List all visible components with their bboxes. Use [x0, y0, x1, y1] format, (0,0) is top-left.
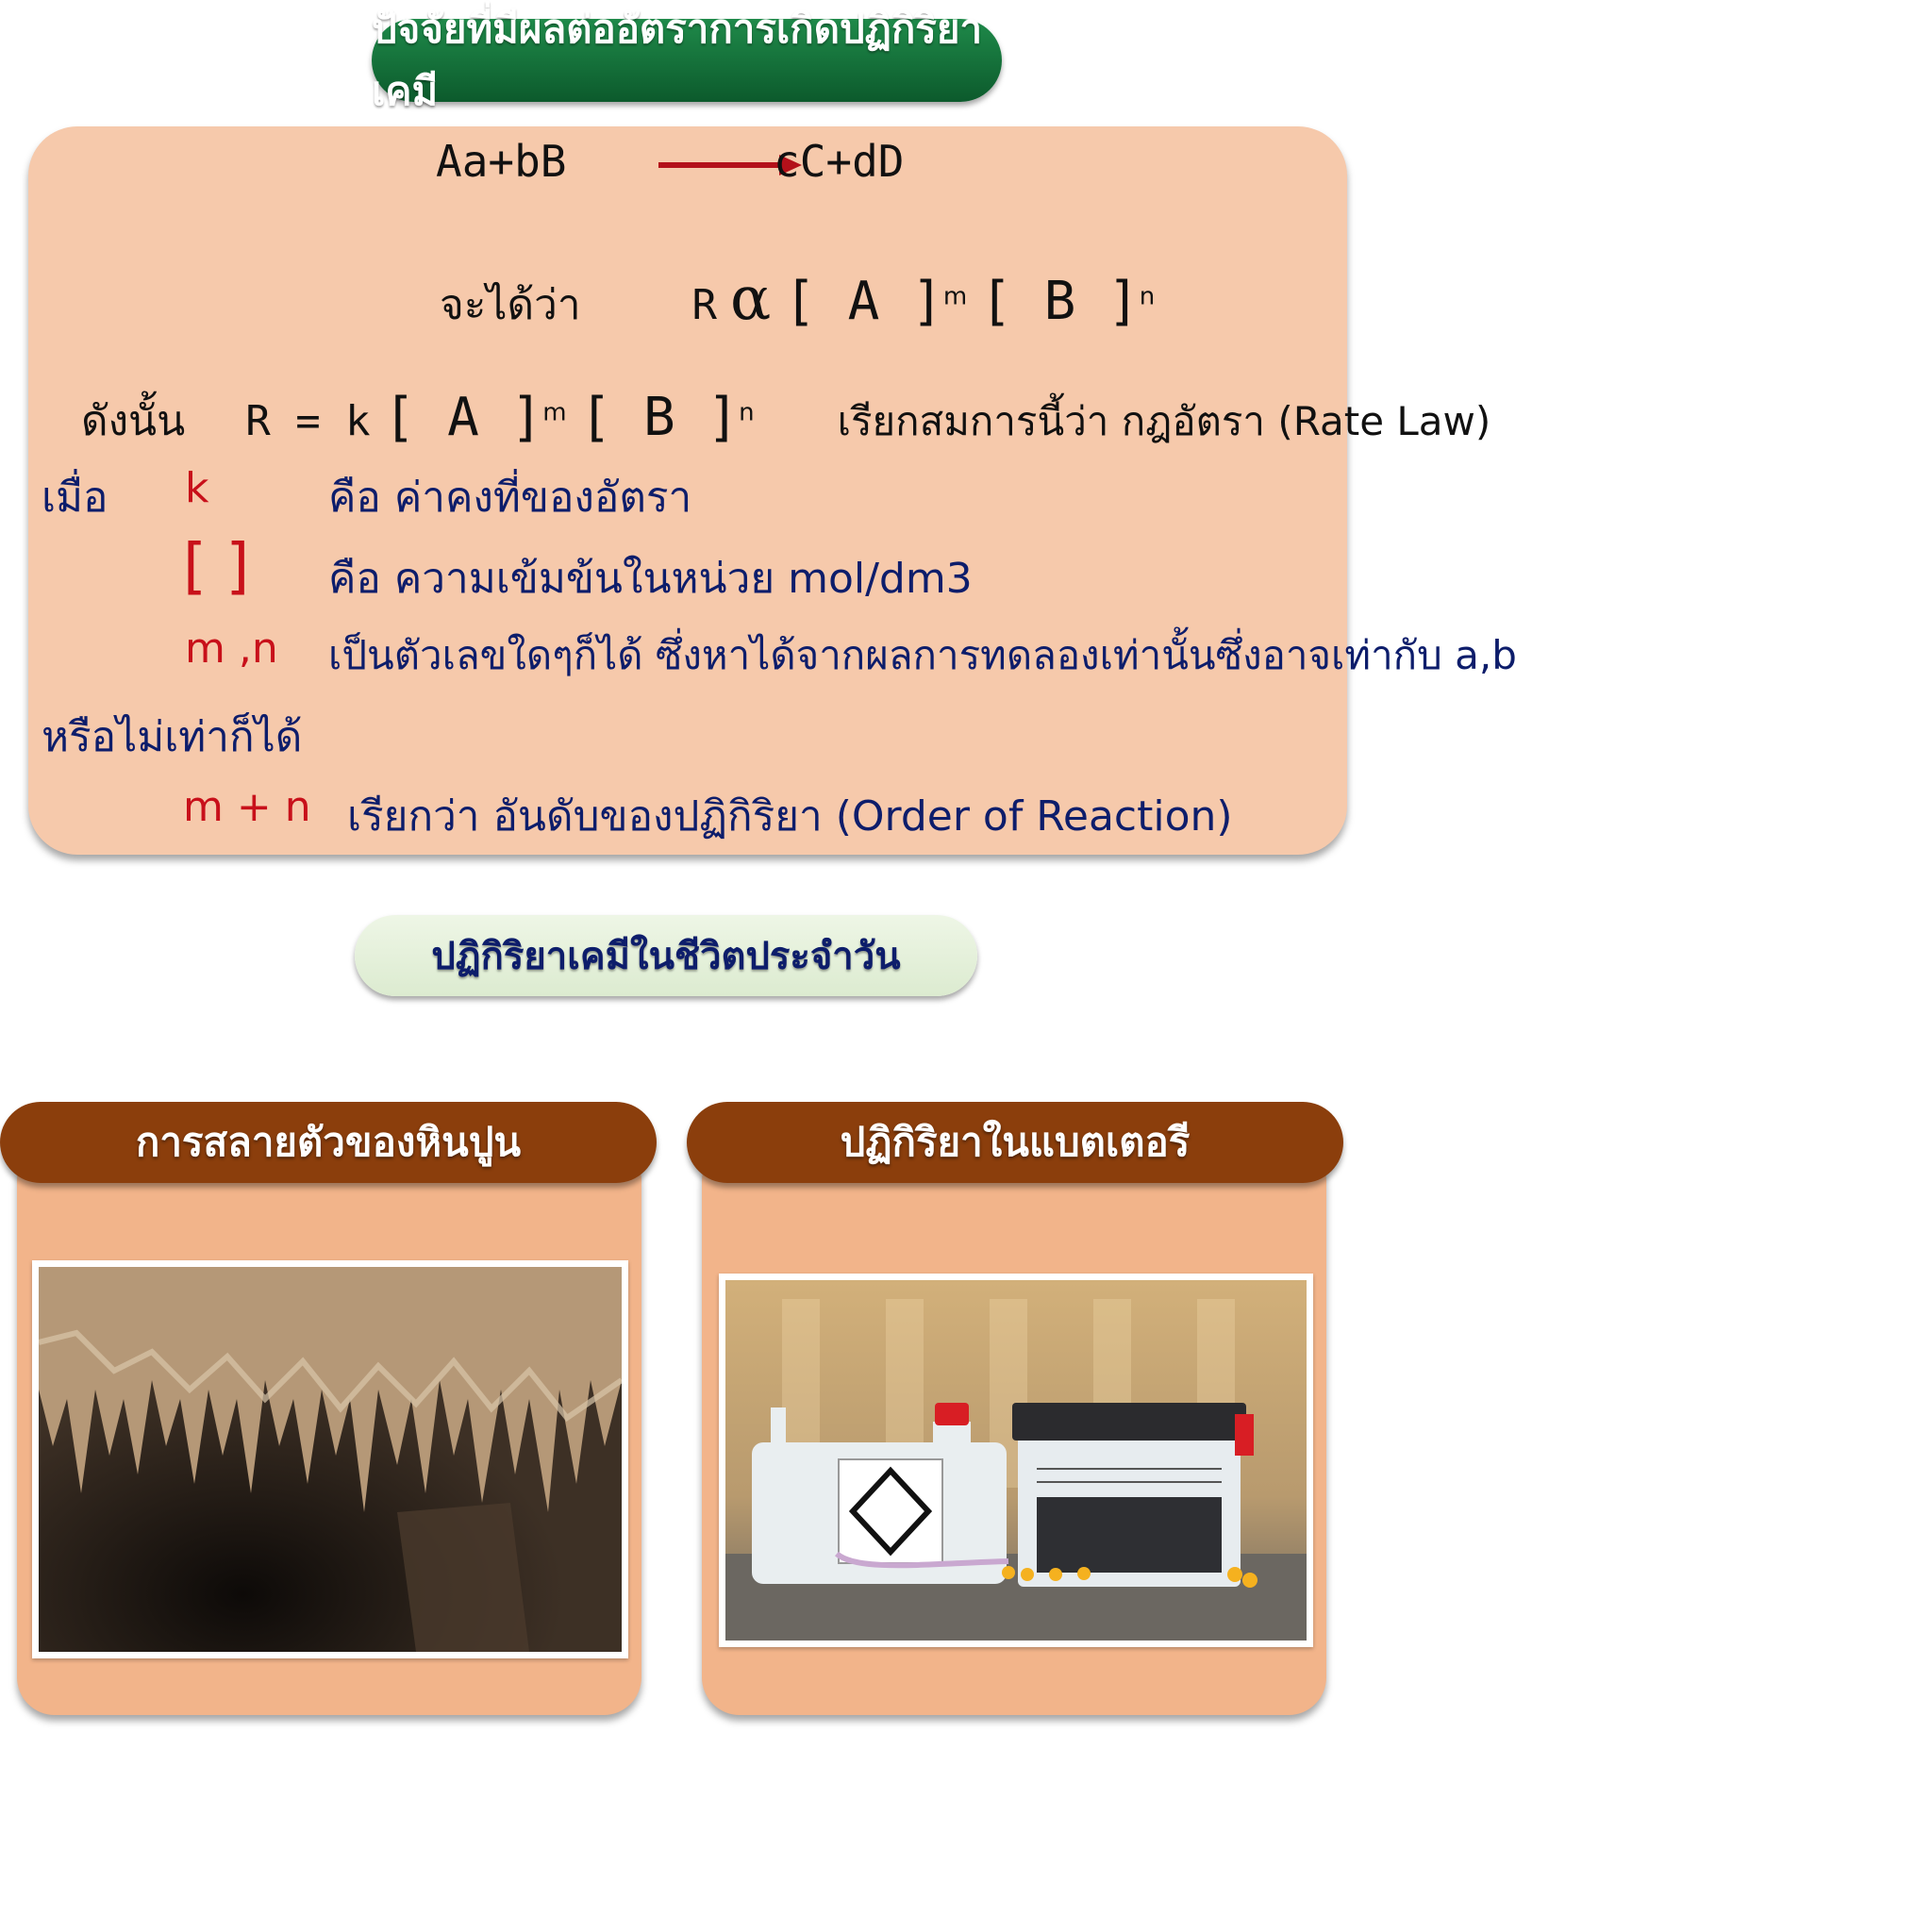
battery-card-header: ปฏิกิริยาในแบตเตอรี: [687, 1102, 1343, 1183]
products-wrap: cC+dD: [774, 136, 904, 187]
conc-b: [ B ]: [980, 271, 1140, 332]
rate-law-lhs: R = k: [245, 397, 371, 445]
reactants: Aa+bB: [436, 136, 567, 187]
order-definition: เรียกว่า อันดับของปฏิกิริยา (Order of Re…: [347, 792, 1233, 841]
limestone-card-header: การสลายตัวของหินปูน: [0, 1102, 657, 1183]
products: cC+dD: [774, 136, 905, 187]
rate-law-exponent-m: m: [542, 398, 567, 427]
proportional-expression: จะได้ว่า R α [ A ]m [ B ]n: [440, 264, 1155, 338]
mn-definition: เป็นตัวเลขใดๆก็ได้ ซึ่งหาได้จากผลการทดลอ…: [328, 632, 1517, 678]
page-title: ปัจจัยที่มีผลต่ออัตราการเกิดปฏิกิริยาเคม…: [372, 6, 1002, 114]
exponent-n: n: [1139, 282, 1156, 311]
section-subtitle-text: ปฏิกิริยาเคมีในชีวิตประจำวัน: [431, 935, 901, 978]
mn-symbol: m ,n: [185, 625, 278, 673]
page-title-text: ปัจจัยที่มีผลต่ออัตราการเกิดปฏิกิริยาเคม…: [372, 6, 983, 114]
limestone-photo: [32, 1260, 628, 1658]
rate-law-expression: ดังนั้น R = k [ A ]m [ B ]n เรียกสมการนี…: [81, 387, 1491, 454]
battery-card-title: ปฏิกิริยาในแบตเตอรี: [840, 1119, 1191, 1165]
k-definition: คือ ค่าคงที่ของอัตรา: [328, 474, 692, 522]
rate-law-exponent-n: n: [739, 398, 755, 427]
proportional-prefix: จะได้ว่า: [440, 281, 581, 329]
bracket-definition: คือ ความเข้มข้นในหน่วย mol/dm3: [328, 555, 973, 603]
reaction-equation: Aa+bB: [436, 136, 566, 187]
rate-law-prefix: ดังนั้น: [81, 397, 186, 445]
k-symbol: k: [185, 464, 209, 512]
rate-law-conc-b: [ B ]: [579, 387, 740, 448]
reaction-arrow-icon: [658, 155, 802, 175]
conc-a: [ A ]: [784, 271, 943, 332]
mn-definition-cont: หรือไม่เท่าก็ได้: [42, 713, 303, 761]
order-symbol: m + n: [183, 783, 311, 831]
battery-image: [725, 1280, 1307, 1641]
stalactite-cave-image: [39, 1267, 622, 1652]
when-label: เมื่อ: [42, 474, 108, 522]
rate-law-name: เรียกสมการนี้ว่า กฎอัตรา (Rate Law): [837, 398, 1491, 444]
alpha-symbol: α: [730, 264, 772, 334]
rate-law-conc-a: [ A ]: [383, 387, 543, 448]
rate-symbol: R: [691, 281, 718, 329]
bracket-symbol: [ ]: [183, 532, 250, 602]
section-subtitle: ปฏิกิริยาเคมีในชีวิตประจำวัน: [355, 915, 977, 996]
battery-photo: [719, 1274, 1313, 1647]
rate-law-panel: Aa+bB cC+dD จะได้ว่า R α [ A ]m [ B ]n ด…: [28, 126, 1517, 855]
exponent-m: m: [942, 282, 968, 311]
limestone-card-title: การสลายตัวของหินปูน: [135, 1119, 522, 1165]
